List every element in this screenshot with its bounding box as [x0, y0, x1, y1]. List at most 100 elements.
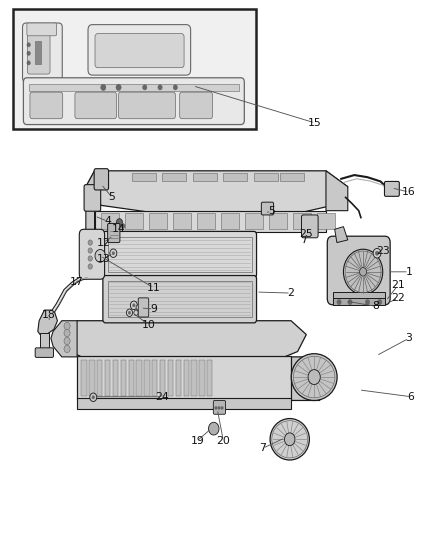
FancyBboxPatch shape — [138, 298, 149, 317]
FancyBboxPatch shape — [119, 92, 175, 119]
Circle shape — [337, 300, 341, 305]
Bar — [105, 360, 110, 396]
Circle shape — [215, 406, 217, 409]
Text: 2: 2 — [288, 288, 294, 298]
Text: 20: 20 — [216, 436, 230, 446]
Bar — [145, 360, 150, 396]
Circle shape — [64, 322, 70, 330]
Circle shape — [90, 393, 97, 401]
Circle shape — [348, 300, 352, 305]
Bar — [113, 360, 118, 396]
Circle shape — [221, 406, 223, 409]
Circle shape — [110, 249, 117, 257]
FancyBboxPatch shape — [385, 181, 399, 196]
Bar — [221, 213, 239, 229]
Polygon shape — [86, 171, 95, 245]
Circle shape — [116, 84, 121, 91]
Circle shape — [64, 329, 70, 337]
Text: 15: 15 — [308, 118, 322, 128]
Bar — [35, 41, 41, 64]
Bar — [29, 84, 239, 91]
FancyBboxPatch shape — [22, 23, 62, 82]
Circle shape — [88, 248, 92, 253]
Bar — [191, 360, 197, 396]
Circle shape — [88, 240, 92, 245]
FancyBboxPatch shape — [95, 34, 184, 68]
Text: 5: 5 — [109, 192, 116, 203]
Circle shape — [143, 85, 147, 90]
Polygon shape — [285, 357, 332, 400]
Bar — [207, 360, 212, 396]
Circle shape — [64, 337, 70, 345]
Bar — [152, 360, 157, 396]
Bar — [333, 298, 385, 305]
FancyBboxPatch shape — [23, 78, 244, 125]
FancyBboxPatch shape — [94, 168, 109, 190]
Text: 5: 5 — [268, 206, 275, 216]
Circle shape — [158, 85, 162, 90]
Polygon shape — [62, 321, 306, 357]
Bar — [132, 173, 155, 181]
Circle shape — [131, 301, 138, 310]
Circle shape — [285, 433, 295, 446]
Bar — [162, 173, 186, 181]
Bar — [97, 360, 102, 396]
Text: 19: 19 — [190, 436, 204, 446]
Circle shape — [173, 85, 177, 90]
FancyBboxPatch shape — [261, 202, 274, 215]
Text: 14: 14 — [112, 224, 125, 235]
Polygon shape — [51, 321, 77, 357]
Circle shape — [117, 219, 123, 226]
Bar — [13, 9, 256, 130]
Circle shape — [27, 61, 30, 65]
Text: 21: 21 — [391, 280, 405, 290]
Ellipse shape — [291, 354, 337, 400]
Text: 25: 25 — [300, 229, 313, 239]
Circle shape — [127, 309, 133, 317]
Circle shape — [136, 305, 141, 310]
Text: 11: 11 — [147, 283, 160, 293]
Bar — [137, 360, 142, 396]
Bar — [81, 360, 87, 396]
Bar — [223, 173, 247, 181]
Polygon shape — [335, 227, 348, 243]
Bar — [40, 333, 49, 352]
Bar — [77, 398, 291, 409]
Bar — [101, 213, 119, 229]
Bar — [89, 360, 95, 396]
Polygon shape — [38, 310, 57, 336]
Text: 4: 4 — [104, 216, 111, 227]
Circle shape — [208, 422, 219, 435]
Circle shape — [112, 252, 115, 255]
Bar — [149, 213, 166, 229]
FancyBboxPatch shape — [103, 231, 257, 278]
Bar — [245, 213, 263, 229]
Bar — [160, 360, 165, 396]
Text: 12: 12 — [96, 238, 110, 247]
Bar — [317, 213, 335, 229]
Bar — [333, 292, 385, 300]
Bar — [197, 213, 215, 229]
Circle shape — [128, 311, 131, 314]
Text: 10: 10 — [142, 320, 156, 330]
Bar — [108, 281, 252, 317]
Bar — [199, 360, 205, 396]
Text: 7: 7 — [259, 443, 266, 453]
Text: 8: 8 — [373, 301, 380, 311]
Text: 1: 1 — [406, 267, 412, 277]
FancyBboxPatch shape — [79, 229, 105, 279]
Circle shape — [218, 406, 220, 409]
FancyBboxPatch shape — [75, 92, 117, 119]
Bar — [293, 213, 311, 229]
Text: 24: 24 — [155, 392, 169, 402]
FancyBboxPatch shape — [88, 25, 191, 75]
Text: 3: 3 — [406, 333, 412, 343]
Bar — [121, 360, 126, 396]
Circle shape — [121, 223, 125, 229]
FancyBboxPatch shape — [27, 34, 50, 74]
FancyBboxPatch shape — [108, 223, 120, 243]
Ellipse shape — [270, 418, 309, 460]
Circle shape — [373, 248, 381, 258]
Circle shape — [365, 300, 370, 305]
FancyBboxPatch shape — [213, 400, 226, 414]
